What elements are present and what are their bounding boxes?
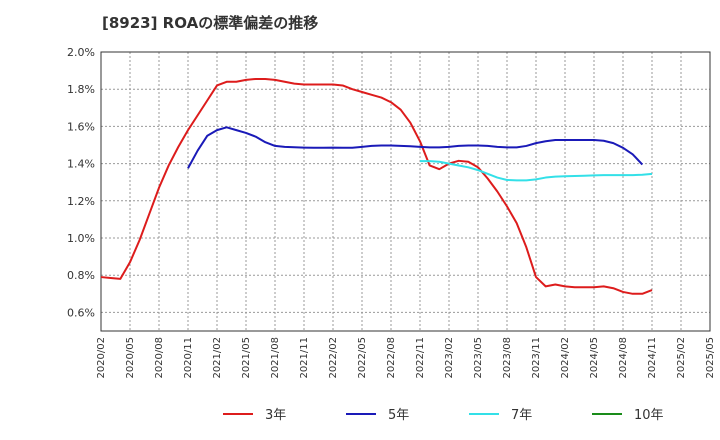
legend-label-3: 7年: [511, 408, 532, 423]
legend-label-1: 3年: [265, 408, 286, 423]
x-tick-label: 2023/02: [444, 337, 455, 379]
x-tick-label: 2024/08: [618, 337, 629, 379]
x-tick-label: 2020/05: [125, 337, 136, 379]
x-tick-label: 2022/05: [357, 337, 368, 379]
x-tick-label: 2023/08: [502, 337, 513, 379]
y-axis: 0.6% 0.8% 1.0% 1.2% 1.4% 1.6% 1.8% 2.0%: [67, 46, 95, 319]
grid-layer: [100, 51, 711, 331]
series-layer: [100, 77, 653, 295]
series-line-3: [420, 160, 653, 182]
x-tick-label: 2022/11: [415, 337, 426, 379]
legend-label-4: 10年: [634, 408, 664, 423]
x-axis: 2020/02 2020/05 2020/08 2020/11 2021/02 2021/…: [96, 337, 716, 379]
x-tick-label: 2020/02: [96, 337, 107, 379]
plot-frame: [100, 51, 711, 332]
x-tick-label: 2021/05: [241, 337, 252, 379]
x-tick-label: 2020/08: [154, 337, 165, 379]
x-tick-label: 2021/02: [212, 337, 223, 379]
x-tick-label: 2025/05: [705, 337, 716, 379]
legend-label-2: 5年: [388, 408, 409, 423]
y-tick-label: 0.6%: [67, 306, 95, 319]
y-tick-label: 1.4%: [67, 158, 95, 171]
x-tick-label: 2025/02: [676, 337, 687, 379]
chart-title: [8923] ROAの標準偏差の推移: [102, 14, 319, 32]
series-line-1: [100, 77, 653, 295]
x-tick-label: 2022/08: [386, 337, 397, 379]
y-tick-label: 1.2%: [67, 195, 95, 208]
x-tick-label: 2024/11: [647, 337, 658, 379]
x-tick-label: 2024/02: [560, 337, 571, 379]
y-tick-label: 1.6%: [67, 120, 95, 133]
x-tick-label: 2023/05: [473, 337, 484, 379]
y-tick-label: 0.8%: [67, 269, 95, 282]
x-tick-label: 2024/05: [589, 337, 600, 379]
x-tick-label: 2020/11: [183, 337, 194, 379]
y-tick-label: 1.8%: [67, 83, 95, 96]
x-tick-label: 2023/11: [531, 337, 542, 379]
series-line-2: [187, 126, 644, 169]
x-tick-label: 2021/11: [299, 337, 310, 379]
legend: 3年 5年 7年 10年: [223, 408, 664, 423]
x-tick-label: 2022/02: [328, 337, 339, 379]
y-tick-label: 1.0%: [67, 232, 95, 245]
x-tick-label: 2021/08: [270, 337, 281, 379]
y-tick-label: 2.0%: [67, 46, 95, 59]
